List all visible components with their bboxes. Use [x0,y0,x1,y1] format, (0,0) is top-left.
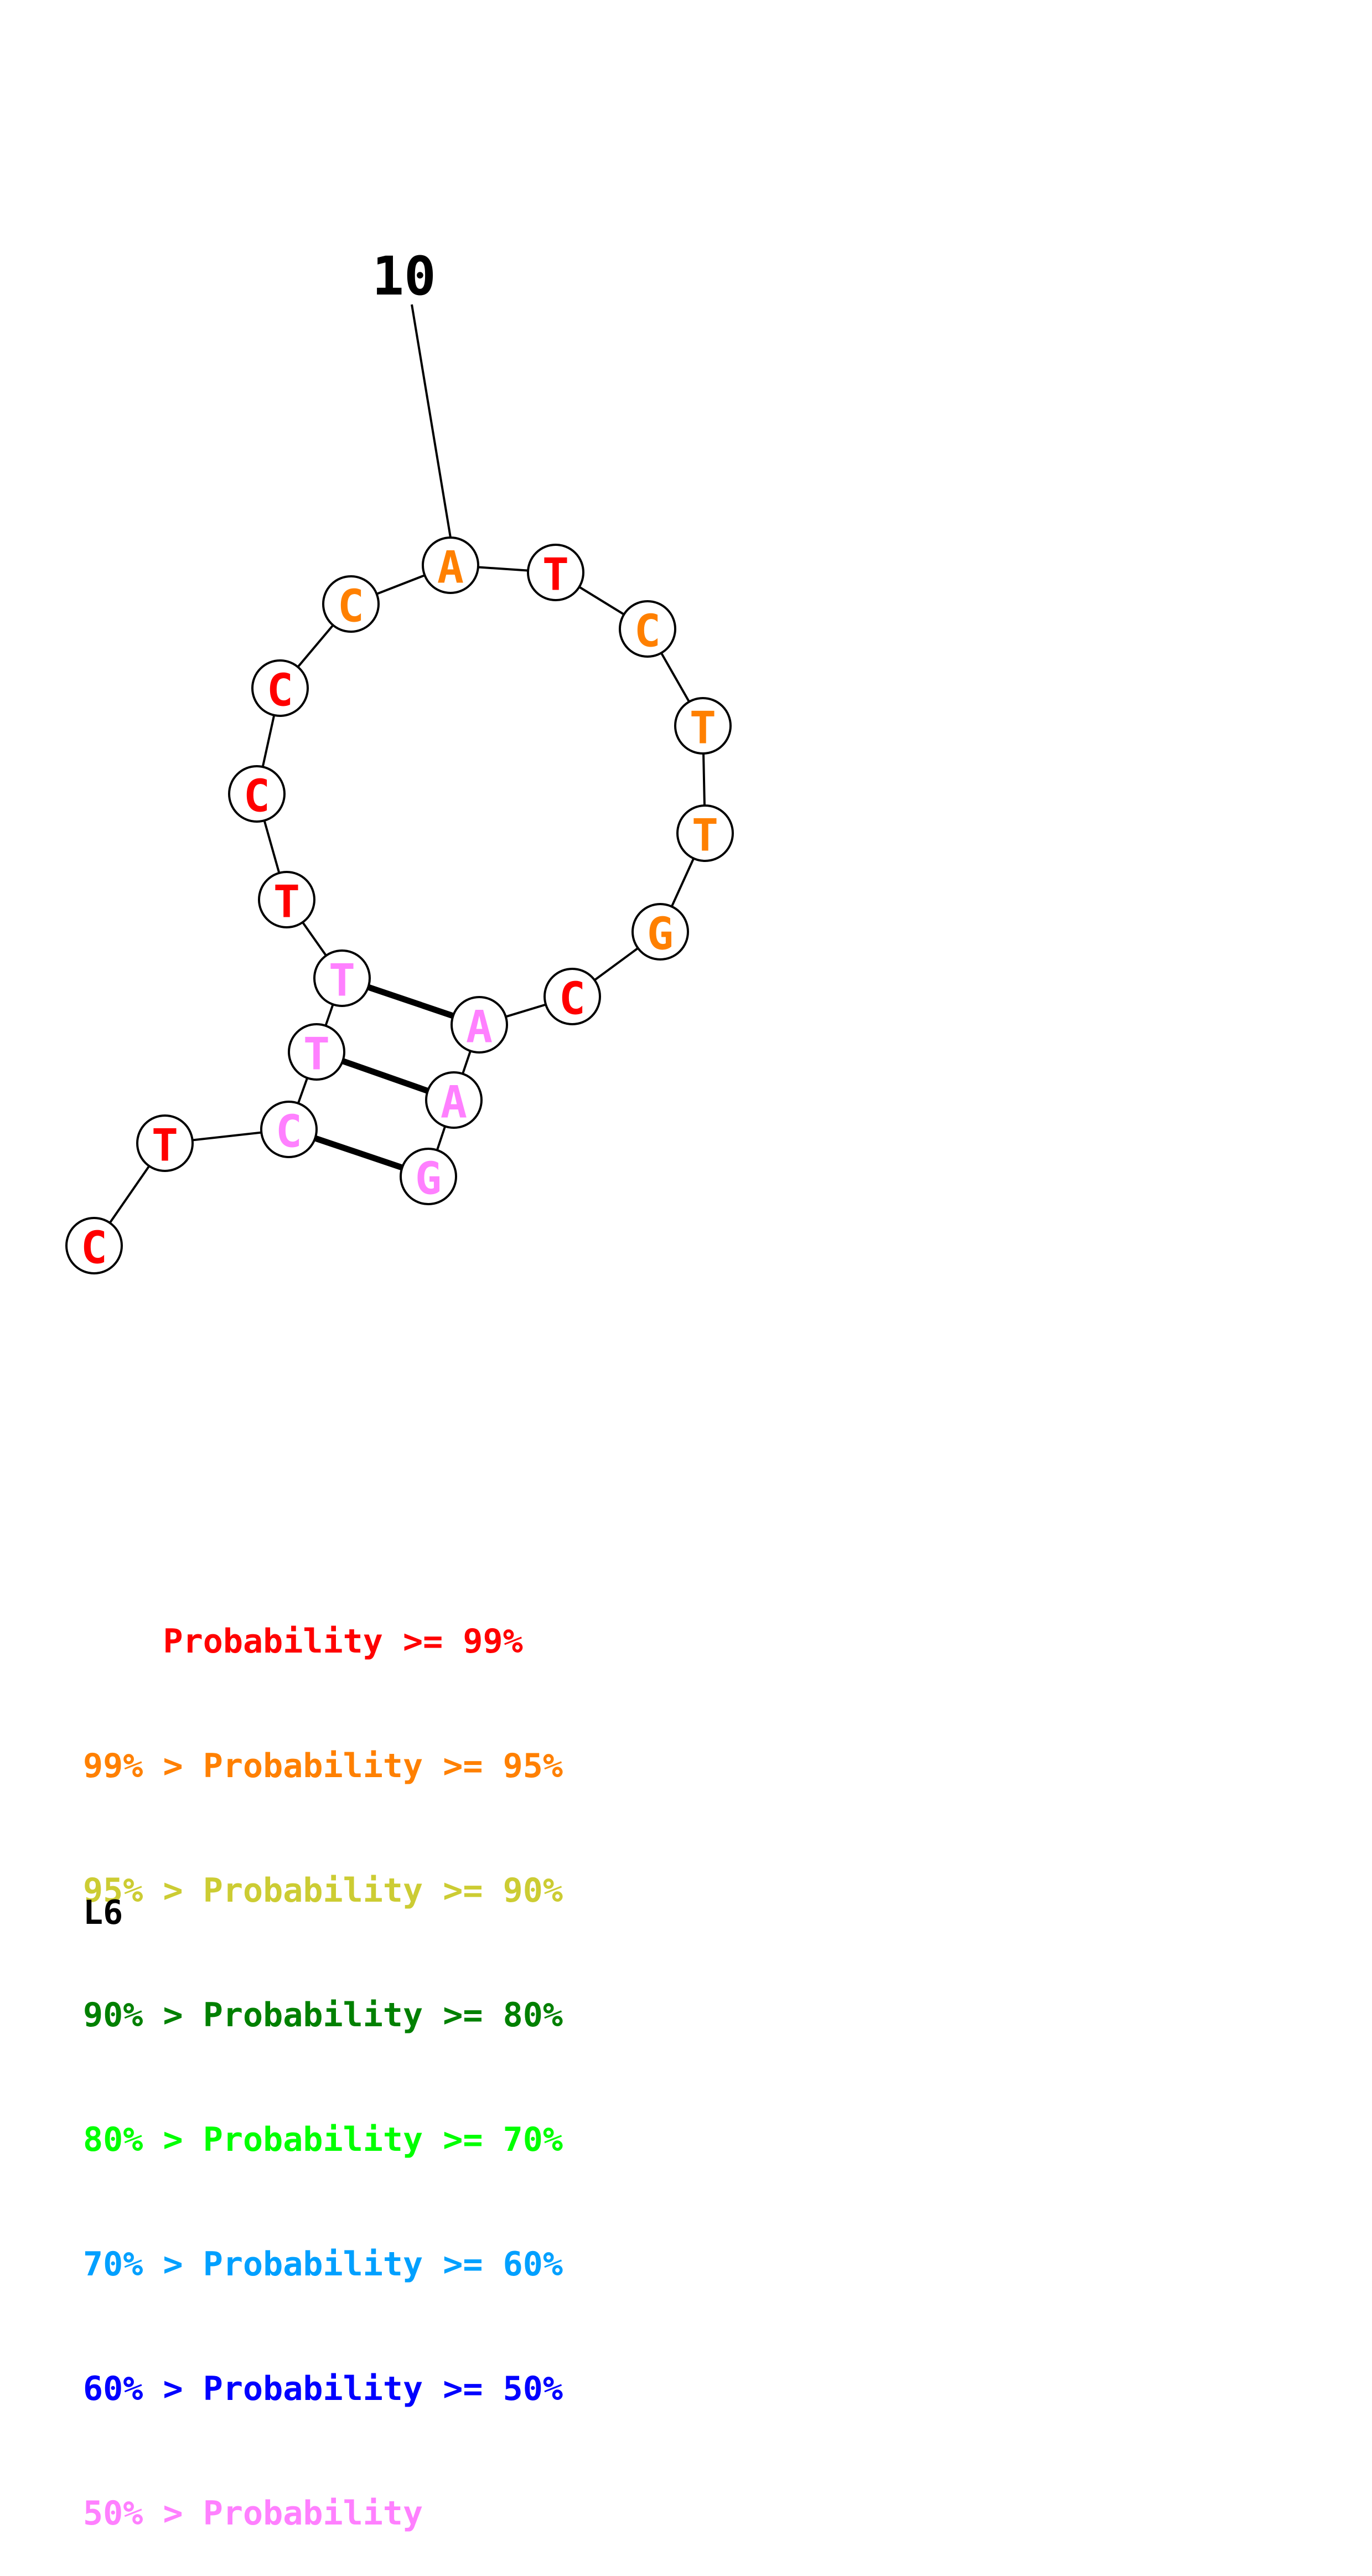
legend-text: Probability >= 90% [203,1871,563,1910]
nucleotide: G [631,903,689,961]
structure-label: L6 [83,1893,123,1932]
nucleotide-letter: T [303,1029,330,1080]
legend-entry: 60% > Probability >= 50% [83,2368,563,2410]
nucleotide-circle [400,1148,457,1205]
legend-entry: 50% > Probability [83,2493,563,2534]
legend-prefix [83,1622,163,1661]
nucleotide-letter: T [329,955,355,1006]
legend-prefix: 50% > [83,2494,203,2533]
legend-prefix: 90% > [83,1996,203,2035]
legend-entry: 95% > Probability >= 90% [83,1870,563,1912]
nucleotide: T [527,544,584,601]
nucleotide-circle [322,575,380,633]
nucleotide-circle [313,949,371,1007]
nucleotide-letter: C [244,771,270,822]
legend-text: Probability >= 60% [203,2245,563,2284]
nucleotide-circle [422,536,479,594]
nucleotide: C [251,659,309,717]
nucleotide-letter: C [338,581,364,632]
nucleotide-circle [260,1101,318,1158]
nucleotide-letter: C [81,1222,107,1274]
legend-text: Probability >= 95% [203,1747,563,1785]
legend-text: Probability >= 70% [203,2120,563,2159]
nucleotide: A [422,536,479,594]
nucleotide-letter: C [559,973,586,1025]
nucleotide-circle [527,544,584,601]
legend-prefix: 95% > [83,1871,203,1910]
nucleotide: A [451,996,508,1054]
nucleotide-letter: A [466,1002,493,1053]
nucleotide-circle [631,903,689,961]
nucleotide-letter: G [647,908,674,960]
legend-entry: 80% > Probability >= 70% [83,2119,563,2161]
legend-text: Probability [203,2494,423,2533]
nucleotide-circle [258,871,315,928]
nucleotide-circle [674,697,732,755]
nucleotide-letter: C [276,1106,302,1158]
nucleotide: T [313,949,371,1007]
legend-prefix: 99% > [83,1747,203,1785]
nucleotide: T [258,871,315,928]
nucleotide-letter: T [692,810,718,861]
nucleotide-letter: T [152,1120,178,1171]
nucleotide: C [322,575,380,633]
nucleotide: C [65,1217,123,1274]
legend-entry: Probability >= 99% [83,1621,563,1663]
nucleotide-circle [619,600,676,658]
position-markers: 10 [372,245,452,538]
nucleotide: C [228,765,286,823]
nucleotide-letter: T [542,549,569,601]
nucleotide-letter: T [273,876,300,928]
position-10-label: 10 [372,245,436,307]
nucleotide: T [674,697,732,755]
probability-legend: Probability >= 99% 99% > Probability >= … [83,1538,563,2576]
nucleotide-circle [136,1114,194,1172]
nucleotide-circle [228,765,286,823]
legend-entry: 99% > Probability >= 95% [83,1746,563,1787]
nucleotide: G [400,1148,457,1205]
legend-entry: 70% > Probability >= 60% [83,2244,563,2285]
nucleotide-circle [425,1071,483,1129]
nucleotide-letter: T [690,703,716,754]
nucleotide-circle [543,968,601,1025]
legend-text: Probability >= 50% [203,2369,563,2408]
nucleotide: T [136,1114,194,1172]
nucleotide-letter: G [415,1153,442,1205]
nucleotide-circle [288,1023,345,1081]
nucleotide-letter: A [437,542,464,593]
nucleotide-letter: C [634,606,661,657]
nucleotide-circle [251,659,309,717]
legend-prefix: 70% > [83,2245,203,2284]
position-10-tick [411,304,452,538]
nucleotide-letter: C [267,665,293,716]
nucleotide: A [425,1071,483,1129]
nucleotide-circle [65,1217,123,1274]
nucleotide: C [260,1101,318,1158]
legend-prefix: 80% > [83,2120,203,2159]
nucleotide-circle [451,996,508,1054]
nucleotide: C [543,968,601,1025]
nucleotide: C [619,600,676,658]
nucleotide-letter: A [441,1077,467,1128]
legend-text: Probability >= 99% [163,1622,523,1661]
nucleotide: T [676,804,734,862]
nucleotide-circle [676,804,734,862]
legend-prefix: 60% > [83,2369,203,2408]
legend-entry: 90% > Probability >= 80% [83,1995,563,2036]
legend-text: Probability >= 80% [203,1996,563,2035]
nucleotide: T [288,1023,345,1081]
